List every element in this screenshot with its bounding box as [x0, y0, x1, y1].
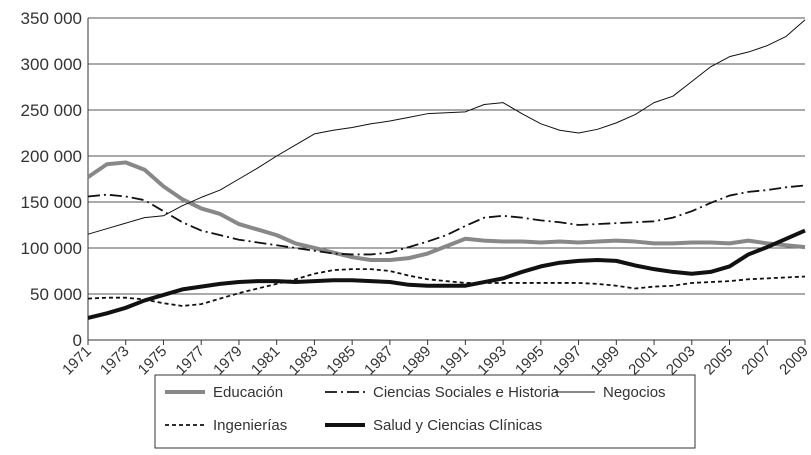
x-tick-label: 1979: [210, 343, 246, 379]
x-tick-label: 1977: [172, 343, 208, 379]
x-tick-label: 1985: [323, 343, 359, 379]
legend-label: Educación: [213, 384, 283, 401]
x-tick-label: 2009: [776, 343, 811, 379]
x-tick-label: 1983: [286, 343, 322, 379]
x-tick-label: 1981: [248, 343, 284, 379]
x-tick-label: 2003: [663, 343, 699, 379]
series-line: [87, 268, 806, 307]
y-tick-label: 100 000: [21, 239, 82, 258]
series-line: [87, 184, 806, 256]
x-tick-label: 1989: [399, 343, 435, 379]
legend-label: Salud y Ciencias Clínicas: [373, 417, 542, 434]
x-tick-label: 1995: [512, 343, 548, 379]
x-tick-label: 2005: [701, 343, 737, 379]
legend-label: Ciencias Sociales e Historia: [373, 384, 560, 401]
x-tick-label: 1971: [59, 343, 95, 379]
y-tick-label: 250 000: [21, 101, 82, 120]
y-tick-label: 300 000: [21, 55, 82, 74]
legend-label: Negocios: [603, 384, 666, 401]
x-tick-label: 1991: [437, 343, 473, 379]
x-tick-label: 1997: [550, 343, 586, 379]
y-tick-label: 350 000: [21, 9, 82, 28]
legend-label: Ingenierías: [213, 417, 287, 434]
y-tick-label: 150 000: [21, 193, 82, 212]
legend-box: [154, 374, 696, 449]
x-tick-label: 1973: [97, 343, 133, 379]
series-line: [87, 228, 806, 320]
x-tick-label: 2001: [625, 343, 661, 379]
y-tick-label: 50 000: [30, 285, 82, 304]
x-tick-label: 1999: [588, 343, 624, 379]
series-line: [86, 160, 806, 262]
y-tick-label: 0: [73, 331, 82, 350]
series-line: [87, 19, 806, 235]
x-tick-label: 1993: [474, 343, 510, 379]
x-tick-label: 2007: [738, 343, 774, 379]
x-tick-label: 1987: [361, 343, 397, 379]
x-tick-label: 1975: [135, 343, 171, 379]
y-tick-label: 200 000: [21, 147, 82, 166]
